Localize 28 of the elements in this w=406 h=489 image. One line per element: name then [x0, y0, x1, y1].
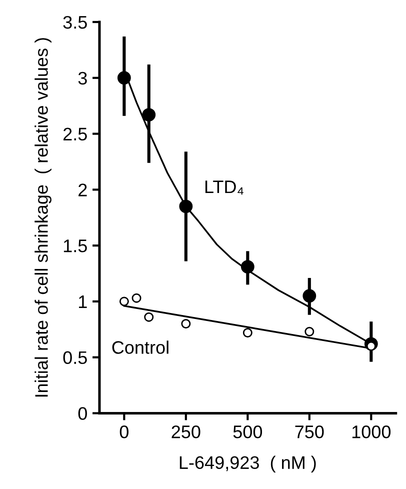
point — [132, 293, 142, 303]
x-tick-label: 750 — [295, 425, 324, 438]
point — [179, 200, 193, 214]
point — [119, 296, 129, 306]
point — [240, 260, 254, 274]
series-label: LTD₄ — [205, 180, 244, 195]
x-tick-label: 250 — [172, 425, 200, 438]
x-tick-label: 0 — [120, 425, 128, 438]
y-tick-label: 2.5 — [63, 128, 87, 140]
y-tick-label: 1 — [79, 296, 87, 308]
series-label: Control — [112, 340, 168, 354]
y-axis-title: Initial rate of cell shrinkage ( relative values ) — [34, 38, 52, 397]
y-tick-label: 0 — [78, 407, 87, 420]
y-tick-label: 2 — [78, 184, 87, 196]
y-tick-label: 3 — [78, 72, 87, 85]
point — [142, 108, 156, 122]
point — [304, 326, 314, 336]
x-tick-label: 500 — [233, 425, 262, 438]
y-tick-label: 3.5 — [63, 16, 87, 29]
y-tick-label: 0.5 — [63, 351, 87, 364]
y-tick-label: 1.5 — [64, 240, 87, 252]
point — [181, 319, 191, 329]
point — [144, 312, 154, 322]
x-axis-title: L-649,923 ( nM ) — [180, 456, 316, 473]
point — [117, 71, 131, 85]
point — [302, 289, 316, 303]
point — [242, 328, 252, 338]
x-tick-label: 1000 — [352, 425, 391, 438]
